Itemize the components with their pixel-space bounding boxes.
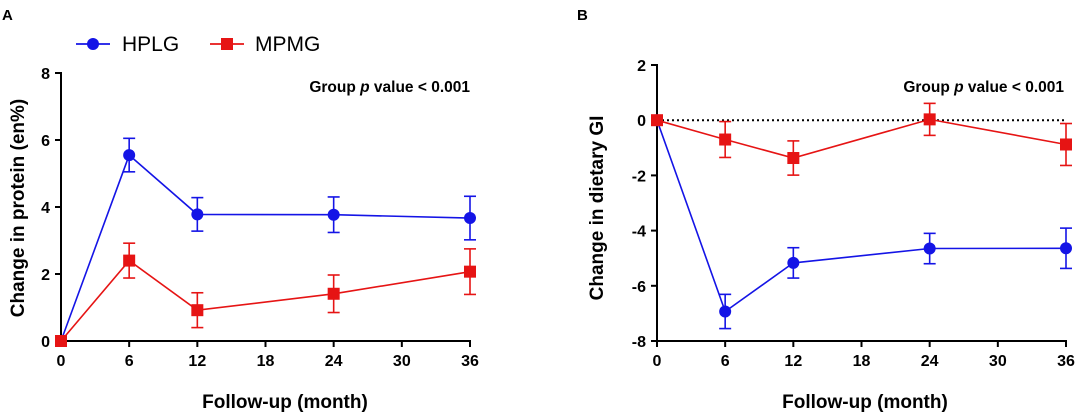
panel-b-plot: 0 6 12 18 24 30 36 -8 -6 -4 -2 0 2 bbox=[632, 58, 1075, 370]
mpmg-series-line bbox=[60, 259, 471, 342]
y-tick-label: -6 bbox=[632, 279, 646, 296]
legend: HPLG MPMG bbox=[76, 33, 320, 56]
x-tick-label: 24 bbox=[325, 353, 343, 370]
y-tick-label: 2 bbox=[41, 267, 50, 284]
hplg-series-line bbox=[60, 153, 471, 342]
panel-b-xlabel: Follow-up (month) bbox=[782, 392, 948, 413]
y-tick-label: 4 bbox=[41, 200, 50, 217]
legend-hplg-label: HPLG bbox=[122, 33, 179, 56]
panel-b-label: B bbox=[577, 7, 588, 24]
y-tick-label: 8 bbox=[41, 66, 50, 83]
panel-a-annotation: Group p value < 0.001 bbox=[309, 79, 470, 96]
mpmg-series-line bbox=[656, 118, 1067, 159]
y-tick-label: -2 bbox=[632, 168, 646, 185]
x-tick-label: 12 bbox=[188, 353, 206, 370]
y-tick-label: -4 bbox=[632, 224, 646, 241]
y-tick-label: 0 bbox=[41, 334, 50, 351]
hplg-point bbox=[719, 305, 732, 318]
mpmg-point bbox=[327, 287, 340, 300]
panel-b-ylabel: Change in dietary GI bbox=[587, 116, 608, 301]
hplg-point bbox=[923, 242, 936, 255]
hplg-series-line bbox=[656, 119, 1067, 313]
x-tick-label: 0 bbox=[653, 353, 662, 370]
y-tick-label: 6 bbox=[41, 133, 50, 150]
y-tick-label: 2 bbox=[637, 58, 646, 75]
x-tick-label: 18 bbox=[257, 353, 275, 370]
hplg-point bbox=[191, 208, 204, 221]
mpmg-point bbox=[651, 114, 663, 127]
mpmg-point bbox=[1060, 138, 1072, 151]
mpmg-point bbox=[719, 133, 732, 146]
legend-mpmg: MPMG bbox=[210, 33, 320, 56]
legend-hplg-marker bbox=[87, 38, 99, 50]
mpmg-point bbox=[787, 152, 800, 165]
x-tick-label: 6 bbox=[125, 353, 134, 370]
hplg-point bbox=[1060, 242, 1072, 255]
x-tick-label: 36 bbox=[461, 353, 479, 370]
panel-a-ylabel: Change in protein (en%) bbox=[8, 99, 29, 318]
hplg-point bbox=[123, 149, 136, 162]
x-tick-label: 24 bbox=[921, 353, 939, 370]
panel-b: B Group p value < 0.001 Follow-up (month… bbox=[577, 7, 1075, 413]
panel-a-label: A bbox=[2, 7, 13, 24]
x-tick-label: 36 bbox=[1057, 353, 1075, 370]
mpmg-point bbox=[191, 304, 204, 317]
hplg-point bbox=[464, 212, 476, 225]
x-tick-label: 30 bbox=[989, 353, 1007, 370]
x-tick-label: 30 bbox=[393, 353, 411, 370]
hplg-point bbox=[787, 256, 800, 269]
x-tick-label: 12 bbox=[784, 353, 802, 370]
panel-a-xlabel: Follow-up (month) bbox=[202, 392, 368, 413]
x-tick-label: 0 bbox=[57, 353, 66, 370]
legend-mpmg-marker bbox=[221, 38, 233, 50]
x-tick-label: 18 bbox=[853, 353, 871, 370]
mpmg-point bbox=[123, 254, 136, 267]
legend-hplg: HPLG bbox=[76, 33, 179, 56]
mpmg-point bbox=[464, 265, 476, 278]
y-tick-label: -8 bbox=[632, 334, 646, 351]
panel-b-annotation: Group p value < 0.001 bbox=[903, 79, 1064, 96]
x-tick-label: 6 bbox=[721, 353, 730, 370]
panel-a: A Group p value < 0.001 Follow-up (month… bbox=[2, 7, 479, 413]
legend-mpmg-label: MPMG bbox=[255, 33, 320, 56]
mpmg-point bbox=[923, 113, 936, 126]
hplg-point bbox=[327, 208, 340, 221]
y-tick-label: 0 bbox=[637, 113, 646, 130]
mpmg-point bbox=[55, 335, 67, 347]
